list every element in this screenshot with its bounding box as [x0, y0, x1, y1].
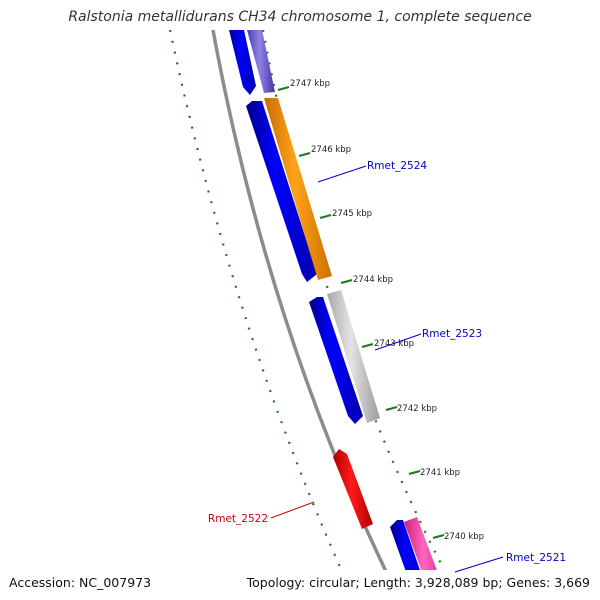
tick-label: 2744 kbp — [353, 275, 393, 285]
tick-mark — [385, 405, 398, 412]
gene-blue-4[interactable] — [390, 520, 430, 600]
gene-label-leader — [317, 165, 367, 183]
tick-mark — [319, 213, 332, 220]
tick-mark — [408, 469, 421, 476]
tick-label: 2743 kbp — [374, 339, 414, 349]
gene-label[interactable]: Rmet_2522 — [208, 513, 268, 525]
tick-mark — [340, 278, 353, 285]
gene-label[interactable]: Rmet_2521 — [506, 552, 566, 564]
tick-label: 2742 kbp — [397, 404, 437, 414]
tick-mark — [277, 85, 290, 92]
tick-label: 2740 kbp — [444, 532, 484, 542]
tick-mark — [298, 151, 311, 158]
gene-red[interactable] — [333, 449, 373, 529]
gene-blue-2[interactable] — [246, 101, 317, 282]
gene-orange[interactable] — [264, 98, 332, 280]
topology-summary: Topology: circular; Length: 3,928,089 bp… — [246, 575, 590, 590]
accession-text: Accession: NC_007973 — [9, 575, 152, 590]
gene-purple[interactable] — [247, 30, 275, 93]
gene-gray[interactable] — [327, 290, 380, 423]
map-title: Ralstonia metallidurans CH34 chromosome … — [68, 9, 532, 25]
gene-blue-3[interactable] — [309, 297, 363, 424]
gene-pink[interactable] — [404, 517, 448, 600]
gene-label[interactable]: Rmet_2524 — [367, 160, 427, 172]
tick-mark — [361, 342, 374, 349]
tick-mark — [432, 533, 445, 540]
tick-label: 2746 kbp — [311, 145, 351, 155]
tick-label: 2747 kbp — [290, 79, 330, 89]
gene-label-leader — [374, 333, 422, 351]
tick-label: 2745 kbp — [332, 209, 372, 219]
gene-blue-1[interactable] — [229, 30, 256, 95]
gene-label-leader — [270, 501, 315, 519]
tick-label: 2741 kbp — [420, 468, 460, 478]
gene-label[interactable]: Rmet_2523 — [422, 328, 482, 340]
gene-label-leader — [454, 556, 504, 573]
